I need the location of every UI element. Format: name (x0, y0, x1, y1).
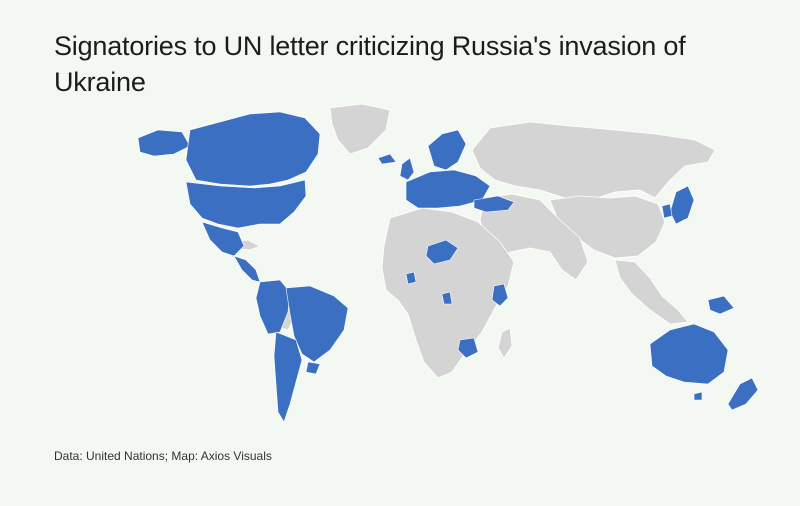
map-title: Signatories to UN letter criticizing Rus… (54, 31, 686, 97)
russia-central-asia (471, 121, 716, 201)
south-korea (661, 203, 673, 219)
tasmania (693, 391, 703, 401)
ghana (441, 291, 453, 305)
world-map (137, 103, 759, 423)
australia (649, 323, 729, 385)
signatory-regions (137, 111, 759, 423)
scandinavia (427, 129, 467, 171)
niger (425, 239, 459, 265)
liberia-ghana (405, 271, 417, 285)
mexico (201, 221, 245, 257)
southeast-asia (614, 259, 689, 325)
papua-new-guinea (707, 295, 735, 315)
turkey-georgia (473, 195, 515, 213)
madagascar (497, 327, 513, 359)
canada (185, 111, 321, 187)
non-signatory-regions (229, 103, 716, 379)
uruguay (305, 361, 321, 375)
data-credit: Data: United Nations; Map: Axios Visuals (54, 449, 272, 463)
kenya (491, 283, 509, 307)
greenland (329, 103, 391, 155)
united-states (185, 179, 307, 229)
botswana (457, 337, 479, 359)
japan (669, 185, 695, 225)
new-zealand (727, 377, 759, 411)
colombia-ecuador-peru (255, 279, 291, 335)
chile-argentina (273, 331, 303, 423)
alaska (137, 129, 191, 157)
uk-ireland (399, 157, 415, 181)
iceland (377, 153, 397, 165)
central-america (233, 255, 261, 283)
brazil (285, 285, 349, 363)
